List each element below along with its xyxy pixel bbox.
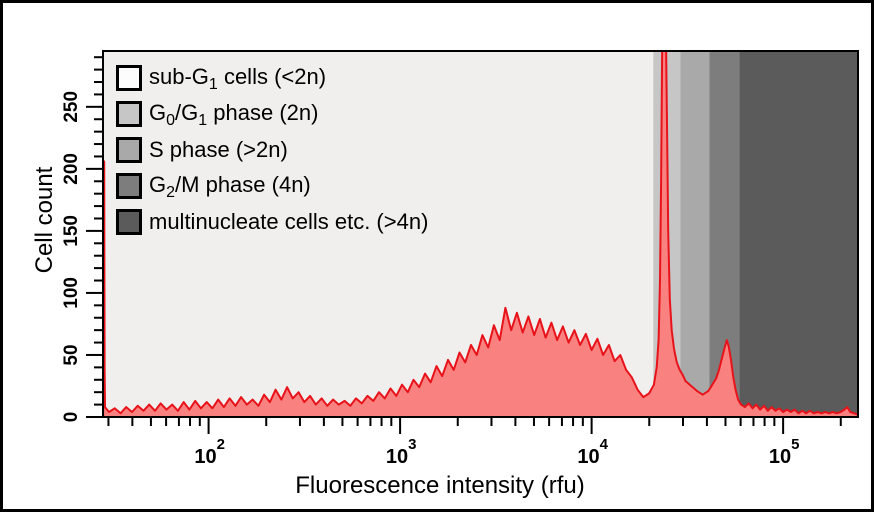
y-tick-label: 250 bbox=[61, 91, 82, 123]
legend-label-g2-m: G2/M phase (4n) bbox=[149, 171, 311, 201]
legend-swatch-g0-g1 bbox=[116, 101, 142, 127]
x-axis-title: Fluorescence intensity (rfu) bbox=[295, 472, 585, 499]
legend-swatch-s-phase bbox=[116, 137, 142, 163]
plot-frame bbox=[102, 50, 859, 418]
legend-item-g0-g1: G0/G1 phase (2n) bbox=[116, 99, 428, 129]
x-tick-exponent: 5 bbox=[791, 436, 799, 453]
legend-label-g0-g1: G0/G1 phase (2n) bbox=[149, 99, 319, 129]
y-tick-label: 200 bbox=[61, 153, 82, 185]
legend-swatch-g2-m bbox=[116, 173, 142, 199]
legend-item-s-phase: S phase (>2n) bbox=[116, 137, 428, 163]
y-tick-label: 100 bbox=[61, 277, 82, 309]
legend-item-sub-g1: sub-G1 cells (<2n) bbox=[116, 63, 428, 93]
x-tick-label: 10 bbox=[194, 446, 216, 468]
legend-swatch-multinucleate bbox=[116, 209, 142, 235]
x-tick-exponent: 2 bbox=[217, 436, 225, 453]
region-s-phase bbox=[680, 51, 710, 417]
x-tick-label: 10 bbox=[577, 446, 599, 468]
x-tick-exponent: 4 bbox=[600, 436, 609, 453]
legend-label-sub-g1: sub-G1 cells (<2n) bbox=[149, 63, 327, 93]
legend-label-s-phase: S phase (>2n) bbox=[149, 137, 288, 162]
y-tick-label: 50 bbox=[61, 344, 82, 365]
legend-item-multinucleate: multinucleate cells etc. (>4n) bbox=[116, 209, 428, 235]
x-tick-label: 10 bbox=[769, 446, 791, 468]
y-tick-label: 150 bbox=[61, 215, 82, 247]
y-tick-label: 0 bbox=[61, 412, 82, 423]
legend: sub-G1 cells (<2n) G0/G1 phase (2n) S phas… bbox=[116, 63, 428, 235]
histogram-series bbox=[103, 51, 858, 417]
y-axis-title: Cell count bbox=[31, 166, 58, 274]
x-tick-exponent: 3 bbox=[408, 436, 416, 453]
legend-item-g2-m: G2/M phase (4n) bbox=[116, 171, 428, 201]
region-multinucleate bbox=[739, 51, 858, 417]
legend-swatch-sub-g1 bbox=[116, 65, 142, 91]
x-tick-label: 10 bbox=[386, 446, 408, 468]
legend-label-multinucleate: multinucleate cells etc. (>4n) bbox=[149, 209, 429, 234]
